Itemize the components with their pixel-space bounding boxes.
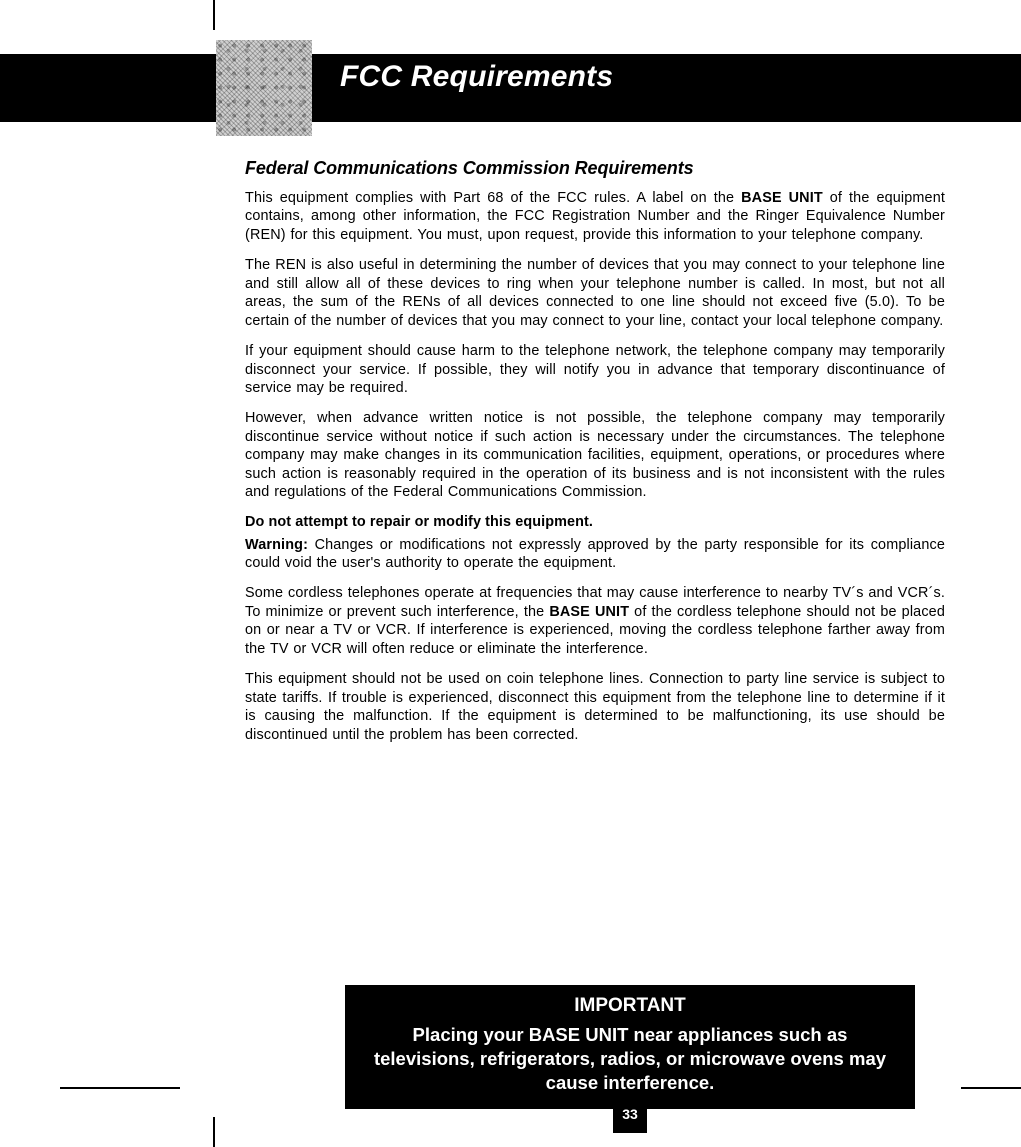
header-texture-icon [216,40,312,136]
paragraph-6: Warning: Changes or modifications not ex… [245,536,945,573]
crop-mark-top [213,0,215,30]
section-subheading: Federal Communications Commission Requir… [245,158,945,179]
p7-bold: BASE UNIT [549,604,629,620]
p6-tail: Changes or modifications not expressly a… [245,537,945,571]
important-title: IMPORTANT [365,995,895,1017]
crop-mark-bottom-vertical [213,1117,215,1147]
important-callout: IMPORTANT Placing your BASE UNIT near ap… [345,985,915,1109]
p6-lead: Warning: [245,537,308,553]
paragraph-7: Some cordless telephones operate at freq… [245,584,945,658]
paragraph-8: This equipment should not be used on coi… [245,670,945,744]
p1-bold: BASE UNIT [741,190,823,206]
page-title: FCC Requirements [340,60,613,94]
p1-lead: This equipment complies with Part 68 of … [245,190,741,206]
page-number: 33 [613,1097,647,1133]
paragraph-5-bold: Do not attempt to repair or modify this … [245,514,945,530]
body-content: Federal Communications Commission Requir… [245,158,945,756]
important-body: Placing your BASE UNIT near appliances s… [365,1023,895,1095]
crop-mark-bottom-left [60,1087,180,1089]
paragraph-3: If your equipment should cause harm to t… [245,342,945,397]
paragraph-2: The REN is also useful in determining th… [245,256,945,330]
paragraph-1: This equipment complies with Part 68 of … [245,189,945,244]
crop-mark-bottom-right [961,1087,1021,1089]
paragraph-4: However, when advance written notice is … [245,409,945,501]
